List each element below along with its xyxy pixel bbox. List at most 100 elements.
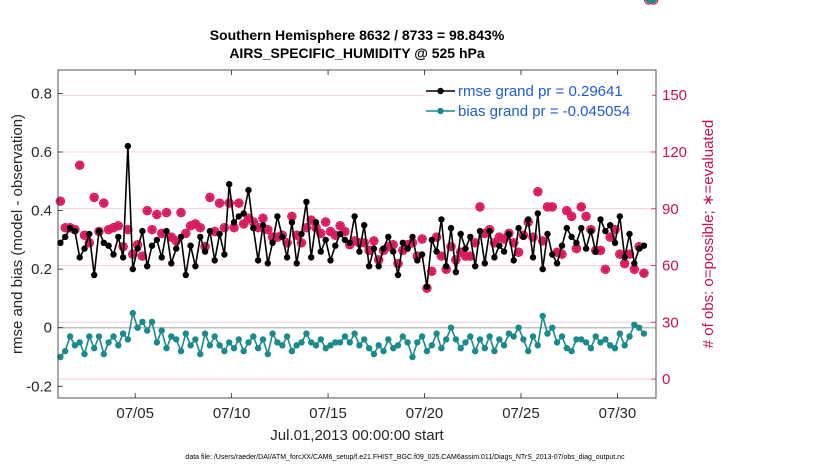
rmse-point (153, 236, 161, 244)
obs-evaluated-point (210, 226, 220, 237)
obs-evaluated-point (171, 236, 181, 246)
rmse-point (158, 254, 165, 261)
y-tick-label: 0.8 (31, 85, 52, 102)
x-tick-label: 07/20 (406, 405, 444, 422)
bias-point (341, 333, 349, 340)
obs-evaluated-point (214, 198, 225, 208)
rmse-point (438, 216, 445, 223)
bias-point (168, 333, 175, 340)
rmse-point (418, 251, 426, 258)
bias-point (626, 333, 633, 340)
bias-point (510, 333, 517, 340)
x-tick-label: 07/30 (599, 405, 637, 422)
obs-evaluated-point (417, 234, 427, 244)
obs-evaluated-point (528, 232, 538, 242)
rmse-point (452, 268, 460, 276)
obs-evaluated-point (552, 247, 562, 257)
obs-evaluated-point (605, 232, 615, 242)
bias-point (423, 347, 431, 355)
y2-tick-label: 120 (662, 144, 687, 161)
obs-evaluated-point (446, 241, 456, 252)
obs-evaluated-point (533, 187, 543, 197)
obs-evaluated-point (576, 202, 586, 212)
bias-point (394, 342, 402, 349)
bias-point (529, 333, 537, 340)
bias-point (279, 342, 286, 349)
bias-point (500, 342, 508, 349)
rmse-point (226, 181, 233, 188)
bias-point (312, 342, 320, 349)
axis-ticks: 07/05 07/10 07/15 07/20 07/25 07/30 -0.2 0 0.2 0.… (26, 70, 687, 422)
obs-evaluated-point (427, 266, 437, 276)
obs-evaluated-point (152, 209, 162, 220)
obs-evaluated-point (263, 224, 273, 235)
rmse-point (346, 239, 353, 246)
rmse-point (578, 224, 585, 232)
rmse-point (428, 236, 435, 244)
rmse-point (640, 242, 648, 249)
bias-point (57, 353, 64, 361)
bias-point (327, 342, 334, 349)
y-tick-label: -0.2 (26, 378, 52, 395)
bias-point (177, 347, 185, 355)
rmse-point (457, 230, 464, 238)
rmse-point (356, 248, 363, 255)
obs-evaluated-point (451, 255, 461, 265)
rmse-point (197, 233, 204, 241)
rmse-point (308, 254, 315, 261)
bias-point (100, 350, 108, 358)
bias-point (404, 339, 411, 346)
bias-point (385, 336, 392, 343)
rmse-point (288, 219, 296, 226)
obs-evaluated-point (296, 238, 307, 248)
obs-evaluated-point (287, 211, 297, 221)
rmse-point (144, 263, 151, 270)
rmse-point (322, 236, 329, 244)
rmse-point (607, 222, 614, 229)
rmse-point (544, 230, 551, 238)
x-tick-label: 07/25 (502, 405, 540, 422)
bias-point (95, 333, 103, 340)
bias-point (322, 345, 329, 352)
rmse-point (177, 233, 185, 241)
rmse-point (124, 142, 132, 150)
rmse-point (515, 224, 522, 232)
obs-evaluated-point (234, 198, 244, 208)
rmse-point (173, 245, 180, 252)
bias-point (134, 324, 141, 331)
obs-evaluated-point (292, 230, 302, 240)
rmse-point (399, 239, 406, 246)
bias-point (91, 345, 98, 352)
rmse-point (558, 242, 566, 249)
rmse-point (447, 224, 455, 232)
obs-evaluated-point (321, 217, 331, 227)
bias-point (240, 347, 247, 355)
bias-point (76, 339, 83, 346)
bias-point (462, 339, 469, 346)
rmse-point (134, 245, 141, 252)
rmse-point (370, 245, 378, 252)
rmse-point (293, 260, 300, 267)
obs-evaluated-point (393, 258, 403, 269)
bias-point (356, 342, 363, 349)
rmse-point (423, 283, 431, 290)
obs-evaluated-point (301, 223, 312, 233)
bias-point (472, 347, 479, 355)
obs-evaluated-point (137, 251, 148, 261)
y-axis-label: rmse and bias (model - observation) (9, 114, 26, 354)
obs-evaluated-point (359, 238, 369, 248)
obs-evaluated-point (181, 228, 191, 239)
bias-point (563, 345, 570, 352)
bias-point (505, 330, 513, 337)
rmse-point (404, 245, 411, 252)
bias-point (365, 345, 373, 352)
legend-box (424, 80, 652, 122)
rmse-point (616, 213, 623, 220)
obs-evaluated-point (402, 240, 413, 250)
rmse-point (611, 239, 619, 246)
rmse-point (298, 230, 305, 238)
bias-point (298, 339, 305, 346)
rmse-point (409, 233, 416, 241)
rmse-point (472, 263, 479, 270)
